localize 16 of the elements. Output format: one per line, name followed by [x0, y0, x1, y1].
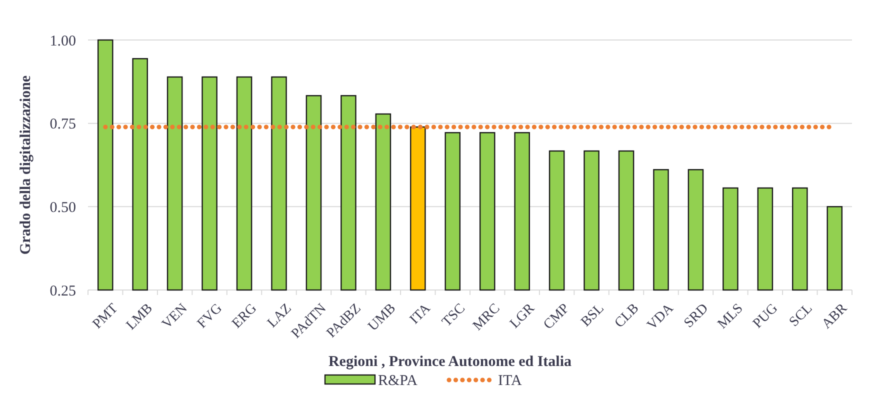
- x-tick-label: TSC: [440, 301, 468, 330]
- y-tick-label: 1.00: [50, 33, 76, 50]
- y-tick-label: 0.50: [50, 200, 76, 216]
- legend-label: ITA: [498, 373, 522, 389]
- x-tick-label: BSL: [578, 301, 608, 330]
- x-tick-label: VEN: [160, 301, 191, 332]
- x-tick-label: VDA: [644, 300, 678, 334]
- legend-label: R&PA: [378, 373, 418, 389]
- x-tick-label: ITA: [407, 300, 434, 328]
- y-tick-label: 0.25: [50, 283, 76, 300]
- y-tick-label: 0.75: [50, 116, 76, 133]
- x-axis-title: Regioni , Province Autonome ed Italia: [328, 354, 572, 370]
- x-tick-label: CLB: [612, 301, 642, 332]
- x-tick-label: SCL: [786, 301, 816, 330]
- x-tick-label: SRD: [682, 301, 712, 332]
- y-axis-title: Grado della digitalizzazione: [18, 75, 34, 255]
